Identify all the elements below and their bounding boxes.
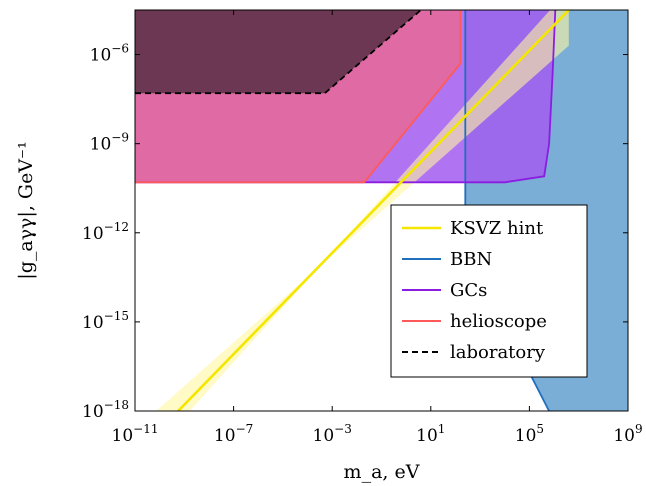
x-tick-label: 101 bbox=[416, 422, 445, 446]
x-tick-label: 105 bbox=[515, 422, 544, 446]
x-tick-label: 10−11 bbox=[112, 422, 159, 446]
legend-label: GCs bbox=[450, 280, 487, 301]
plot-frame bbox=[134, 9, 629, 412]
laboratory-line bbox=[135, 10, 422, 95]
axis-labels: 10−11 10−7 10−3 101 105 109 10−18 10−15 10−12 10−… bbox=[15, 42, 643, 483]
y-tick-label: 10−15 bbox=[82, 309, 129, 333]
legend-label: KSVZ hint bbox=[450, 218, 544, 239]
helioscope-line bbox=[135, 10, 462, 184]
y-tick-label: 10−18 bbox=[82, 398, 129, 422]
y-tick-label: 10−6 bbox=[90, 42, 129, 66]
x-tick-label: 10−3 bbox=[313, 422, 352, 446]
x-tick-label: 109 bbox=[613, 422, 642, 446]
gcs-line bbox=[135, 10, 557, 184]
legend: KSVZ hint BBN GCs helioscope laboratory bbox=[390, 204, 588, 378]
legend-label: laboratory bbox=[450, 342, 546, 363]
x-axis-label: m_a, eV bbox=[344, 461, 420, 483]
y-tick-label: 10−12 bbox=[82, 220, 129, 244]
x-tick-label: 10−7 bbox=[214, 422, 253, 446]
laboratory-region bbox=[135, 10, 421, 94]
axis-ticks bbox=[134, 10, 629, 412]
y-axis-label: |g_aγγ|, GeV⁻¹ bbox=[15, 141, 37, 279]
legend-label: helioscope bbox=[450, 311, 547, 332]
legend-label: BBN bbox=[450, 249, 492, 270]
y-tick-label: 10−9 bbox=[90, 131, 129, 155]
ksvz-line bbox=[176, 10, 570, 411]
